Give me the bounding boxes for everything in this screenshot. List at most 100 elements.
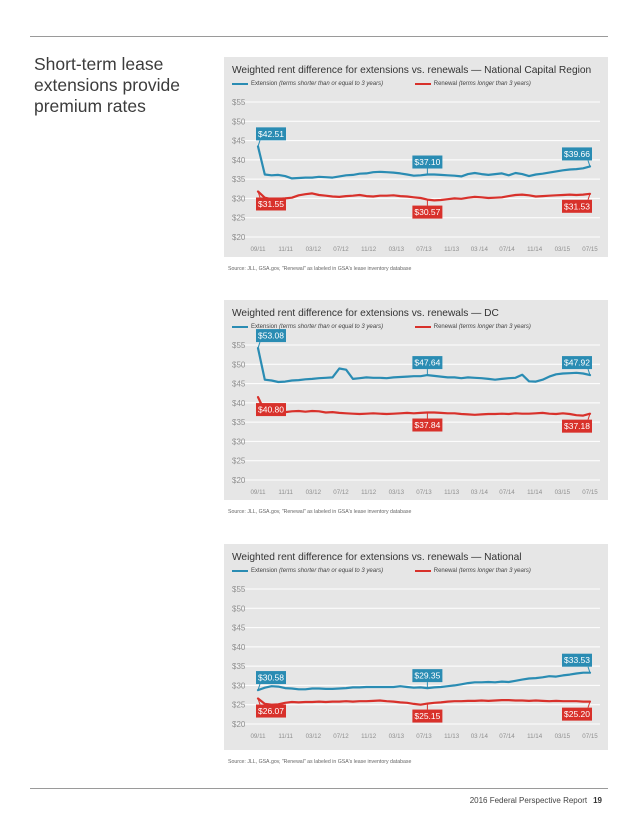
x-tick-label: 03/15 <box>555 733 571 740</box>
x-tick-label: 03/15 <box>555 246 571 253</box>
series-line-renewal <box>256 395 592 417</box>
legend-renewal-note: (terms longer than 3 years) <box>458 568 531 574</box>
legend-renewal-label: Renewal <box>433 568 458 574</box>
data-label-pointer <box>257 683 261 691</box>
y-tick-label: $20 <box>232 720 246 729</box>
data-label-box <box>256 329 286 343</box>
data-label-box <box>412 709 443 723</box>
data-label-renewal: $25.20 <box>562 701 592 721</box>
x-tick-label: 03/12 <box>306 489 322 496</box>
chart-national-svg: $20 $25 $30 $35 $40 $45 $50 $55 09/11 11/11 03/12 0… <box>232 585 600 740</box>
chart-panel-dc: Weighted rent difference for extensions … <box>224 300 608 500</box>
data-label-pointer <box>587 413 591 420</box>
x-tick-label: 03/15 <box>555 489 571 496</box>
data-label-text: $26.07 <box>258 706 284 716</box>
x-tick-label: 11/14 <box>527 489 543 496</box>
legend-extension: Extension (terms shorter than or equal t… <box>232 324 383 330</box>
y-tick-label: $30 <box>232 194 246 203</box>
data-label-extension: $47.92 <box>562 356 592 376</box>
extension-swatch-icon <box>232 326 248 328</box>
data-label-pointer <box>587 666 591 673</box>
source-note: Source: JLL, GSA.gov, "Renewal" as label… <box>228 266 412 272</box>
data-label-box <box>256 197 286 211</box>
chart-panel-national: Weighted rent difference for extensions … <box>224 544 608 750</box>
data-label-extension: $39.66 <box>562 147 592 167</box>
extension-swatch-icon <box>232 570 248 572</box>
data-label-text: $53.08 <box>258 331 284 341</box>
x-tick-label: 07/15 <box>582 246 598 253</box>
renewal-swatch-icon <box>414 570 431 572</box>
x-tick-label: 11/13 <box>444 489 460 496</box>
x-tick-label: 07/14 <box>499 246 515 253</box>
x-tick-label: 07/14 <box>499 489 515 496</box>
data-label-box <box>562 356 592 370</box>
y-tick-label: $45 <box>232 624 246 633</box>
x-tick-label: 11/12 <box>361 733 377 740</box>
data-label-text: $33.53 <box>564 655 590 665</box>
data-label-pointer <box>587 701 591 708</box>
data-label-text: $37.18 <box>564 421 590 431</box>
x-tick-label: 09/11 <box>250 733 266 740</box>
x-tick-label: 11/13 <box>444 246 460 253</box>
data-label-text: $29.35 <box>414 671 440 681</box>
data-label-extension: $33.53 <box>562 653 592 673</box>
y-tick-label: $40 <box>232 643 246 652</box>
data-label-renewal: $26.07 <box>256 698 286 718</box>
y-tick-label: $20 <box>232 233 246 242</box>
x-tick-label: 03/13 <box>389 733 405 740</box>
data-label-extension: $42.51 <box>256 127 286 147</box>
data-label-text: $30.57 <box>414 207 440 217</box>
legend-renewal: Renewal (terms longer than 3 years) <box>414 324 531 330</box>
data-label-text: $25.20 <box>564 709 590 719</box>
data-label-pointer <box>257 396 261 404</box>
chart-legend: Extension (terms shorter than or equal t… <box>232 568 561 574</box>
chart-panel-ncr: Weighted rent difference for extensions … <box>224 57 608 257</box>
data-label-box <box>412 669 443 683</box>
series-line-extension <box>256 671 592 692</box>
x-tick-label: 07/15 <box>582 733 598 740</box>
y-tick-label: $45 <box>232 380 246 389</box>
data-label-renewal: $37.84 <box>412 412 443 432</box>
data-label-box <box>562 199 592 213</box>
data-label-text: $37.84 <box>414 420 440 430</box>
y-tick-label: $40 <box>232 399 246 408</box>
legend-extension-label: Extension <box>251 568 278 574</box>
legend-renewal-note: (terms longer than 3 years) <box>458 81 531 87</box>
y-tick-label: $55 <box>232 341 246 350</box>
y-tick-label: $50 <box>232 604 246 613</box>
y-tick-label: $25 <box>232 457 246 466</box>
x-tick-label: 03/13 <box>389 489 405 496</box>
x-tick-label: 11/11 <box>278 733 293 740</box>
x-tick-label: 07/13 <box>416 489 432 496</box>
x-tick-label: 11/11 <box>278 489 293 496</box>
x-tick-label: 03 /14 <box>471 489 489 496</box>
data-label-box <box>256 127 286 141</box>
data-label-renewal: $30.57 <box>412 199 443 219</box>
data-label-box <box>562 419 592 433</box>
legend-extension: Extension (terms shorter than or equal t… <box>232 568 383 574</box>
legend-extension-label: Extension <box>251 324 278 330</box>
chart-title: Weighted rent difference for extensions … <box>232 552 522 563</box>
legend-renewal: Renewal (terms longer than 3 years) <box>414 81 531 87</box>
legend-renewal-note: (terms longer than 3 years) <box>458 324 531 330</box>
y-tick-label: $50 <box>232 360 246 369</box>
data-label-text: $37.10 <box>414 157 440 167</box>
y-tick-label: $20 <box>232 476 246 485</box>
series-line-renewal <box>256 697 592 706</box>
footer: 2016 Federal Perspective Report 19 <box>470 796 602 805</box>
legend-extension: Extension (terms shorter than or equal t… <box>232 81 383 87</box>
legend-extension-note: (terms shorter than or equal to 3 years) <box>279 568 384 574</box>
extension-swatch-icon <box>232 83 248 85</box>
y-tick-label: $25 <box>232 214 246 223</box>
legend-renewal-label: Renewal <box>433 324 458 330</box>
data-label-pointer <box>257 140 261 147</box>
x-tick-label: 07/14 <box>499 733 515 740</box>
y-tick-label: $45 <box>232 137 246 146</box>
renewal-swatch-icon <box>414 83 431 85</box>
x-tick-label: 07/12 <box>333 246 349 253</box>
x-tick-label: 07/12 <box>333 489 349 496</box>
renewal-swatch-icon <box>414 326 431 328</box>
data-label-renewal: $31.55 <box>256 191 286 211</box>
data-label-renewal: $37.18 <box>562 413 592 433</box>
x-tick-label: 09/11 <box>250 489 266 496</box>
